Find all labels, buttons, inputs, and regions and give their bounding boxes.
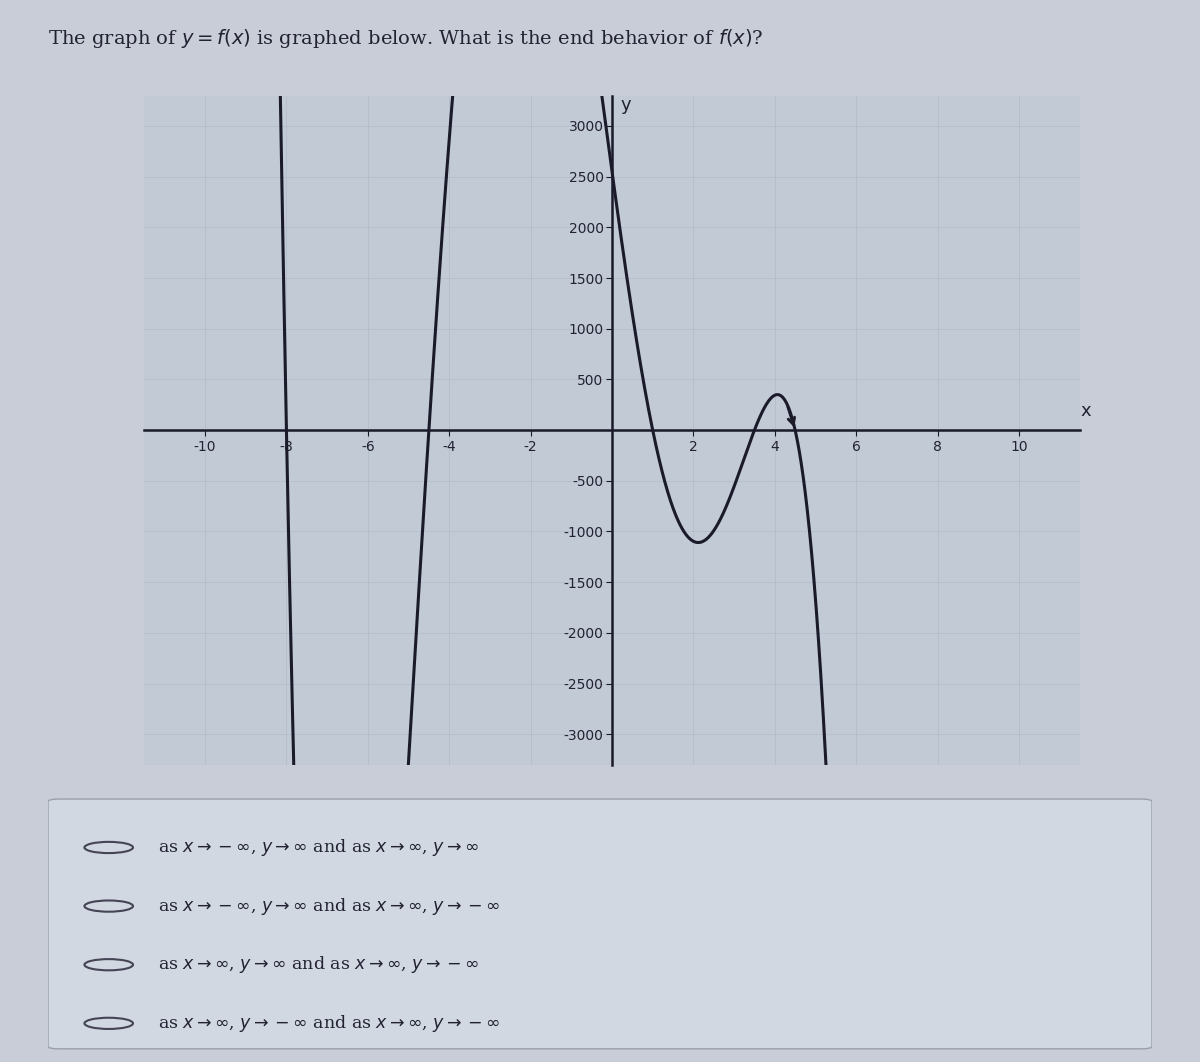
Text: as $x \rightarrow -\infty$, $y \rightarrow \infty$ and as $x \rightarrow \infty$: as $x \rightarrow -\infty$, $y \rightarr… <box>158 895 500 917</box>
Text: as $x \rightarrow -\infty$, $y \rightarrow \infty$ and as $x \rightarrow \infty$: as $x \rightarrow -\infty$, $y \rightarr… <box>158 837 480 858</box>
Text: x: x <box>1080 402 1091 419</box>
FancyBboxPatch shape <box>48 799 1152 1049</box>
Text: as $x \rightarrow \infty$, $y \rightarrow -\infty$ and as $x \rightarrow \infty$: as $x \rightarrow \infty$, $y \rightarro… <box>158 1013 500 1033</box>
Text: The graph of $y = f(x)$ is graphed below. What is the end behavior of $f(x)$?: The graph of $y = f(x)$ is graphed below… <box>48 27 763 50</box>
Text: y: y <box>620 96 631 114</box>
Text: as $x \rightarrow \infty$, $y \rightarrow \infty$ and as $x \rightarrow \infty$,: as $x \rightarrow \infty$, $y \rightarro… <box>158 955 480 975</box>
